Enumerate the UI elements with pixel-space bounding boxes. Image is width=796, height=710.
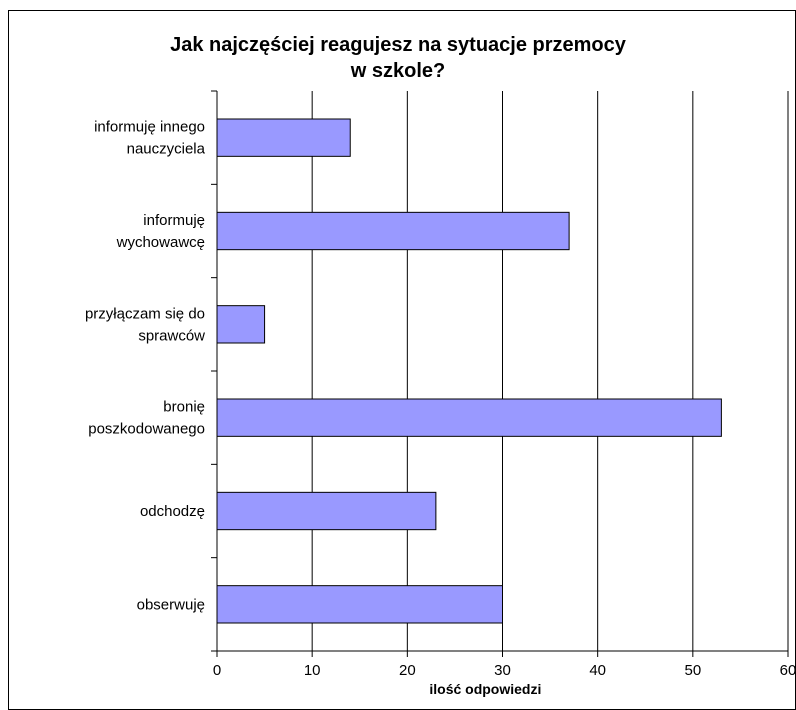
x-tick-label-0: 0 (213, 662, 221, 679)
category-label-4: odchodzę (140, 503, 205, 520)
category-label-3: bronię poszkodowanego (88, 399, 205, 438)
bar-5 (216, 585, 503, 624)
x-axis-title: ilość odpowiedzi (429, 681, 541, 697)
bar-3 (216, 398, 722, 437)
bar-1 (216, 211, 570, 251)
gridlines (311, 91, 789, 651)
category-label-5: obserwuję (137, 596, 205, 613)
axes (211, 90, 789, 657)
labels: 0 10 20 30 40 50 60 informuję innego nauczyciela… (85, 119, 796, 697)
bars (216, 118, 722, 624)
x-tick-label-10: 10 (304, 662, 321, 679)
x-tick-label-40: 40 (589, 662, 606, 679)
bar-4 (216, 491, 437, 531)
bar-0 (216, 118, 351, 157)
category-label-1: informuję wychowawcę (116, 212, 205, 251)
category-label-0: informuję innego nauczyciela (94, 119, 206, 158)
x-tick-label-50: 50 (684, 662, 701, 679)
bar-2 (216, 305, 266, 344)
x-tick-label-20: 20 (399, 662, 416, 679)
x-tick-label-30: 30 (494, 662, 511, 679)
x-tick-label-60: 60 (780, 662, 796, 679)
chart-title: Jak najczęściej reagujesz na sytuacje pr… (170, 34, 626, 82)
category-label-2: przyłączam się do sprawców (85, 305, 205, 344)
